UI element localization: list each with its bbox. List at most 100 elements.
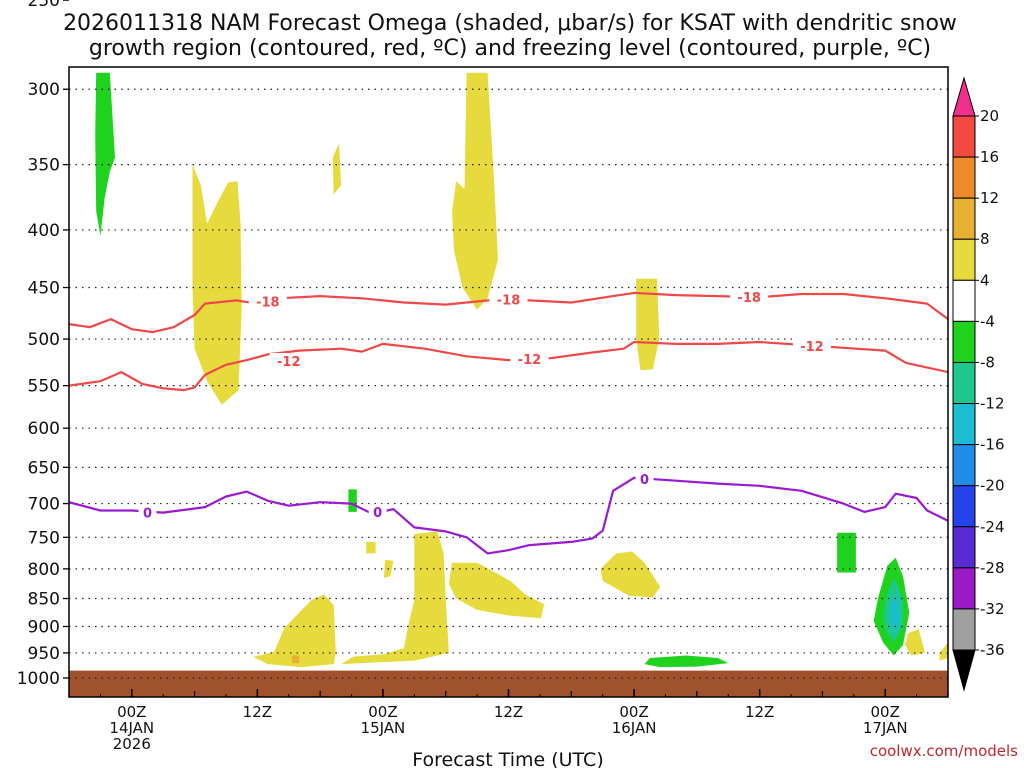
y-tick-label-700: 700 xyxy=(28,495,60,515)
colorbar-segment-0 xyxy=(952,115,976,158)
x-tick-label-3-0: 12Z xyxy=(494,703,523,721)
x-tick-label-6-0: 00Z xyxy=(871,703,900,721)
omega-shade-2-3 xyxy=(837,532,856,573)
contour-label-0-2: 0 xyxy=(640,473,649,488)
colorbar-segment-9 xyxy=(952,485,976,528)
y-tick-label-850: 850 xyxy=(28,590,60,610)
x-tick-label-5-0: 12Z xyxy=(745,703,774,721)
y-tick-label-500: 500 xyxy=(28,330,60,350)
contour-label-0-0: 0 xyxy=(143,507,152,522)
colorbar-label-13: -36 xyxy=(980,641,1005,659)
contour-label-bg--18-2 xyxy=(730,289,769,306)
x-tick-label-0-2: 2026 xyxy=(113,735,151,753)
x-tick-label-1-0: 12Z xyxy=(243,703,272,721)
omega-shade-2-2 xyxy=(644,655,729,668)
plot-contents: -18 -18 -18 -12 -12 -12 0 0 0 xyxy=(69,72,948,697)
omega-shade-0-10 xyxy=(905,629,925,656)
omega-shade-0-7 xyxy=(253,594,336,668)
y-tick-label-350: 350 xyxy=(28,156,60,176)
colorbar-label-4: 4 xyxy=(980,271,990,289)
axes: 250 300 350 400 450 500 550 600 650 700 750 800 850 9… xyxy=(17,0,949,753)
contour-line-0 xyxy=(69,476,948,555)
contour-label--12-0: -12 xyxy=(277,355,301,370)
plot-area: -18 -18 -18 -12 -12 -12 0 0 0 xyxy=(69,72,948,697)
contour-label--12-2: -12 xyxy=(800,340,824,355)
colorbar-label-2: 12 xyxy=(980,189,999,207)
contour-label--18-0: -18 xyxy=(256,295,280,310)
omega-shade-4-0 xyxy=(890,592,900,633)
colorbar-label-7: -12 xyxy=(980,395,1005,413)
omega-shade-0-11 xyxy=(939,642,948,661)
colorbar-segment-10 xyxy=(952,526,976,569)
y-tick-label-750: 750 xyxy=(28,528,60,548)
y-tick-label-650: 650 xyxy=(28,458,60,478)
omega-shade-0-9 xyxy=(600,551,661,598)
y-tick-label-300: 300 xyxy=(28,80,60,100)
colorbar-label-1: 16 xyxy=(980,148,999,166)
chart-title-line-2: growth region (contoured, red, ºC) and f… xyxy=(89,36,931,61)
x-axis-label: Forecast Time (UTC) xyxy=(412,749,603,768)
colorbar-label-5: -4 xyxy=(980,312,995,330)
contour-label--12-1: -12 xyxy=(518,353,542,368)
colorbar-segment-4 xyxy=(952,279,976,322)
colorbar-label-12: -32 xyxy=(980,600,1005,618)
colorbar-label-0: 20 xyxy=(980,107,999,125)
x-tick-label-2-0: 00Z xyxy=(368,703,397,721)
omega-shade-1-0 xyxy=(291,655,300,664)
omega-shade-0-8 xyxy=(448,562,545,619)
chart-title-line-1: 2026011318 NAM Forecast Omega (shaded, μ… xyxy=(63,11,957,36)
colorbar-label-10: -24 xyxy=(980,518,1005,536)
colorbar-segment-11 xyxy=(952,567,976,610)
contour-label--18-2: -18 xyxy=(737,291,761,306)
contour-label-bg--18-0 xyxy=(248,293,287,310)
y-tick-label-800: 800 xyxy=(28,560,60,580)
contour-label-bg-0-0 xyxy=(138,504,157,521)
omega-shade-0-0 xyxy=(192,164,242,405)
omega-shade-0-3 xyxy=(636,278,660,371)
colorbar-label-8: -16 xyxy=(980,436,1005,454)
y-tick-label-250: 250 xyxy=(28,0,60,11)
y-tick-label-400: 400 xyxy=(28,221,60,241)
contour-label-0-1: 0 xyxy=(373,506,382,521)
colorbar-segment-12 xyxy=(952,608,976,651)
contour-label-bg-0-1 xyxy=(368,503,387,520)
omega-shade-2-0 xyxy=(95,72,115,236)
contour-label-bg--12-0 xyxy=(269,353,308,370)
contour-label-bg--12-2 xyxy=(792,337,831,354)
x-tick-label-2-1: 15JAN xyxy=(361,719,406,737)
contour-line--12 xyxy=(69,340,948,392)
colorbar-segment-5 xyxy=(952,320,976,363)
colorbar-segment-3 xyxy=(952,238,976,281)
omega-shade-2-1 xyxy=(348,489,357,512)
x-tick-label-6-1: 17JAN xyxy=(863,719,908,737)
y-tick-label-600: 600 xyxy=(28,419,60,439)
y-tick-label-1000: 1000 xyxy=(17,669,60,689)
colorbar-segment-8 xyxy=(952,444,976,487)
credit-text: coolwx.com/models xyxy=(870,742,1018,760)
colorbar-segment-7 xyxy=(952,403,976,446)
colorbar-bottom-arrow xyxy=(952,649,976,692)
colorbar-label-9: -20 xyxy=(980,477,1005,495)
y-tick-label-900: 900 xyxy=(28,617,60,637)
contour-label-bg--18-1 xyxy=(489,291,528,308)
colorbar-label-6: -8 xyxy=(980,353,995,371)
contour-label--18-1: -18 xyxy=(497,293,521,308)
omega-shade-0-5 xyxy=(366,541,376,554)
x-tick-label-0-0: 00Z xyxy=(117,703,146,721)
y-tick-label-450: 450 xyxy=(28,279,60,299)
y-tick-label-950: 950 xyxy=(28,644,60,664)
omega-shade-0-1 xyxy=(332,143,342,195)
omega-shade-0-2 xyxy=(452,72,498,310)
x-tick-label-4-1: 16JAN xyxy=(612,719,657,737)
colorbar-segment-2 xyxy=(952,197,976,240)
colorbar-segment-6 xyxy=(952,361,976,405)
y-tick-label-550: 550 xyxy=(28,377,60,397)
colorbar-segment-1 xyxy=(952,156,976,199)
colorbar: 20 16 12 8 4 -4 -8 -12 -16 -20 -24 -28 -32 -36 xyxy=(952,76,1005,692)
colorbar-label-11: -28 xyxy=(980,559,1005,577)
x-tick-label-0-1: 14JAN xyxy=(109,719,154,737)
colorbar-top-arrow xyxy=(952,76,976,117)
colorbar-label-3: 8 xyxy=(980,230,990,248)
contour-label-bg--12-1 xyxy=(510,351,549,368)
